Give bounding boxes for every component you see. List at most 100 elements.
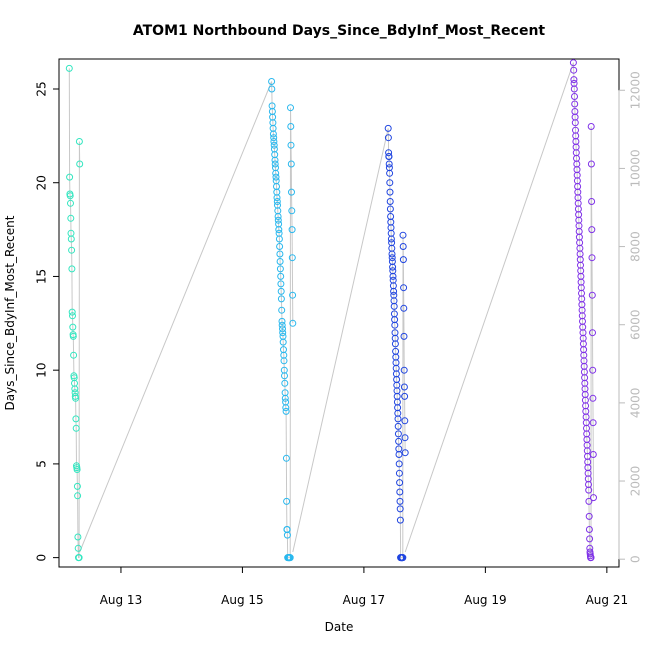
- data-point: [283, 531, 291, 539]
- data-point: [283, 497, 291, 505]
- data-point: [66, 192, 74, 200]
- data-point: [280, 357, 288, 365]
- data-point: [388, 254, 396, 262]
- y-axis-label: Days_Since_BdyInf_Most_Recent: [3, 215, 17, 410]
- data-point: [277, 280, 285, 288]
- x-tick-label: Aug 19: [464, 593, 507, 607]
- data-point: [273, 194, 281, 202]
- right-tick-label: 6000: [629, 309, 643, 340]
- data-point: [288, 188, 295, 196]
- data-point: [68, 265, 76, 273]
- data-point: [395, 437, 403, 445]
- data-point: [587, 160, 595, 168]
- data-point: [588, 291, 596, 299]
- data-point: [281, 372, 288, 380]
- data-point: [391, 340, 399, 348]
- data-point: [76, 160, 84, 168]
- data-point: [286, 554, 294, 562]
- data-point: [276, 265, 284, 273]
- data-point: [387, 235, 395, 243]
- data-point: [396, 497, 404, 505]
- data-point: [395, 460, 403, 468]
- data-point: [269, 130, 277, 138]
- data-point: [385, 160, 393, 168]
- right-tick-label: 2000: [629, 466, 643, 497]
- data-point: [72, 415, 80, 423]
- data-point: [385, 149, 393, 157]
- data-point: [287, 104, 294, 112]
- data-point: [271, 156, 279, 164]
- data-point: [69, 323, 77, 331]
- data-point: [585, 497, 593, 505]
- x-tick-label: Aug 13: [100, 593, 143, 607]
- right-tick-label: 4000: [629, 388, 643, 419]
- connector-line-3: [292, 128, 406, 559]
- data-point: [399, 231, 407, 239]
- data-point: [590, 494, 597, 502]
- data-point: [399, 554, 407, 562]
- data-point: [67, 199, 74, 207]
- left-tick-label: 20: [35, 175, 49, 190]
- data-point: [277, 272, 285, 280]
- data-point: [69, 312, 76, 320]
- data-point: [288, 254, 296, 262]
- connector-line-2: [79, 81, 294, 559]
- data-point: [589, 451, 597, 458]
- data-point: [384, 124, 392, 132]
- connector-line-4: [404, 62, 594, 559]
- data-point: [394, 415, 402, 423]
- data-point: [287, 160, 295, 168]
- data-point: [389, 263, 397, 271]
- data-point: [396, 516, 404, 524]
- data-point: [274, 216, 282, 224]
- data-point: [67, 214, 75, 222]
- data-point: [401, 417, 409, 425]
- right-tick-label: 12000: [629, 71, 643, 109]
- data-point: [386, 179, 394, 187]
- data-point: [585, 486, 593, 494]
- data-point: [396, 505, 404, 513]
- data-point: [75, 554, 83, 562]
- data-point: [386, 198, 394, 205]
- data-point: [390, 302, 398, 310]
- data-point: [279, 325, 286, 333]
- data-point: [394, 422, 402, 430]
- data-point: [569, 59, 577, 67]
- data-point: [391, 321, 399, 329]
- left-tick-label: 15: [35, 269, 49, 284]
- data-point: [385, 153, 393, 160]
- data-point: [570, 85, 578, 93]
- data-point: [276, 258, 284, 265]
- data-point: [268, 85, 276, 93]
- data-point: [386, 188, 394, 196]
- data-point: [73, 482, 81, 490]
- data-point: [587, 123, 595, 130]
- data-point: [571, 119, 579, 127]
- data-point: [272, 173, 280, 181]
- data-point: [69, 332, 77, 340]
- right-y-axis: 0 2000 4000 6000 8000 10000 12000: [618, 71, 643, 563]
- data-point: [287, 141, 295, 149]
- data-point: [71, 385, 79, 393]
- data-point: [65, 64, 73, 72]
- data-point: [268, 78, 276, 85]
- data-point: [282, 407, 290, 415]
- data-point: [394, 430, 402, 438]
- data-point: [275, 235, 283, 243]
- left-tick-label: 25: [35, 81, 49, 96]
- left-y-axis: 0 5 10 15 20 25: [35, 81, 60, 561]
- left-tick-label: 5: [35, 460, 49, 468]
- data-point: [67, 235, 75, 243]
- data-point: [400, 383, 408, 391]
- data-point: [400, 304, 408, 312]
- data-point: [74, 492, 82, 500]
- data-point: [66, 173, 74, 181]
- data-point: [589, 329, 596, 337]
- data-point: [396, 479, 404, 487]
- right-tick-label: 10000: [629, 149, 643, 187]
- data-point: [72, 424, 80, 432]
- data-point: [282, 454, 290, 462]
- data-point: [276, 250, 284, 258]
- data-point: [277, 287, 285, 295]
